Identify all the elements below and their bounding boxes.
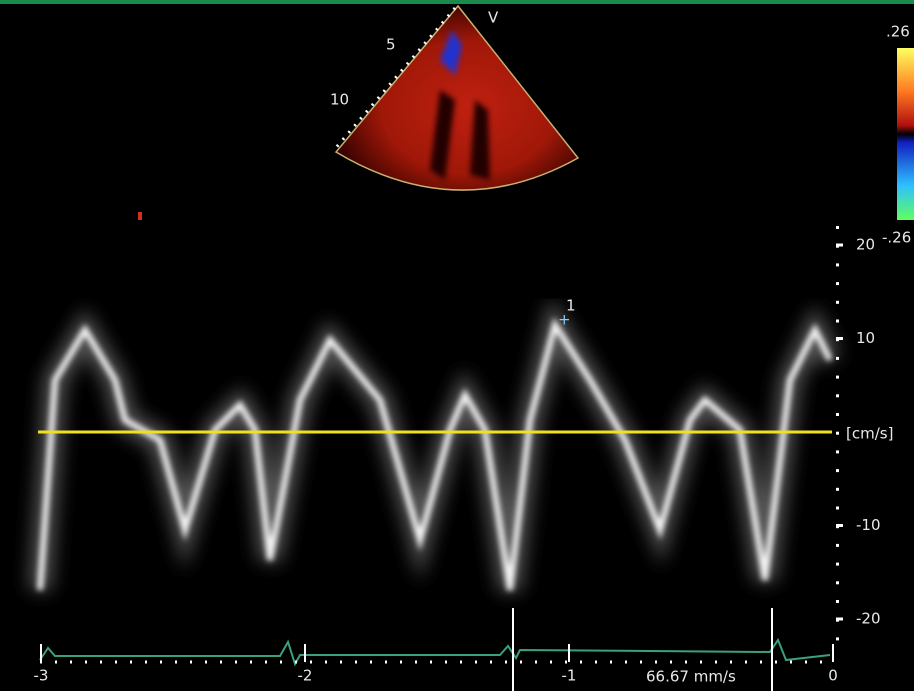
minor-tick (836, 581, 839, 584)
x-tick-label: -1 (562, 667, 577, 685)
depth-label: 5 (386, 36, 396, 54)
view-label: V (488, 9, 499, 27)
minor-tick (836, 282, 839, 285)
minor-tick (836, 469, 839, 472)
color-bar (897, 48, 914, 220)
minor-tick (836, 376, 839, 379)
x-tick-label: 0 (828, 667, 838, 685)
minor-tick (836, 320, 839, 323)
minor-tick (836, 263, 839, 266)
minor-tick (836, 413, 839, 416)
color-scale-top: .26 (886, 23, 910, 41)
top-border (0, 0, 914, 4)
x-tick-label: -3 (34, 667, 49, 685)
minor-tick (836, 507, 839, 510)
minor-tick (836, 432, 839, 435)
y-tick-label: -20 (856, 610, 881, 628)
color-scale-bottom: -.26 (882, 229, 911, 247)
page: V 5 10 .26 -.26 + 1 [cm/s] 66.67 mm/s 20… (0, 0, 914, 691)
x-tick-label: -2 (298, 667, 313, 685)
minor-tick (836, 450, 839, 453)
depth-label: 10 (330, 91, 349, 109)
cursor-dot (138, 212, 142, 220)
ultrasound-screen: V 5 10 .26 -.26 + 1 [cm/s] 66.67 mm/s 20… (0, 0, 914, 691)
minor-tick (836, 637, 839, 640)
y-tick-label: 10 (856, 329, 875, 347)
minor-tick (836, 488, 839, 491)
sweep-speed: 66.67 mm/s (646, 668, 736, 686)
y-tick-label: -10 (856, 516, 881, 534)
marker-label: 1 (566, 297, 576, 315)
minor-tick (836, 357, 839, 360)
velocity-unit: [cm/s] (846, 425, 893, 443)
minor-tick (836, 600, 839, 603)
minor-tick (836, 226, 839, 229)
minor-tick (836, 544, 839, 547)
y-tick-label: 20 (856, 236, 875, 254)
minor-tick (836, 563, 839, 566)
minor-tick (836, 394, 839, 397)
minor-tick (836, 301, 839, 304)
